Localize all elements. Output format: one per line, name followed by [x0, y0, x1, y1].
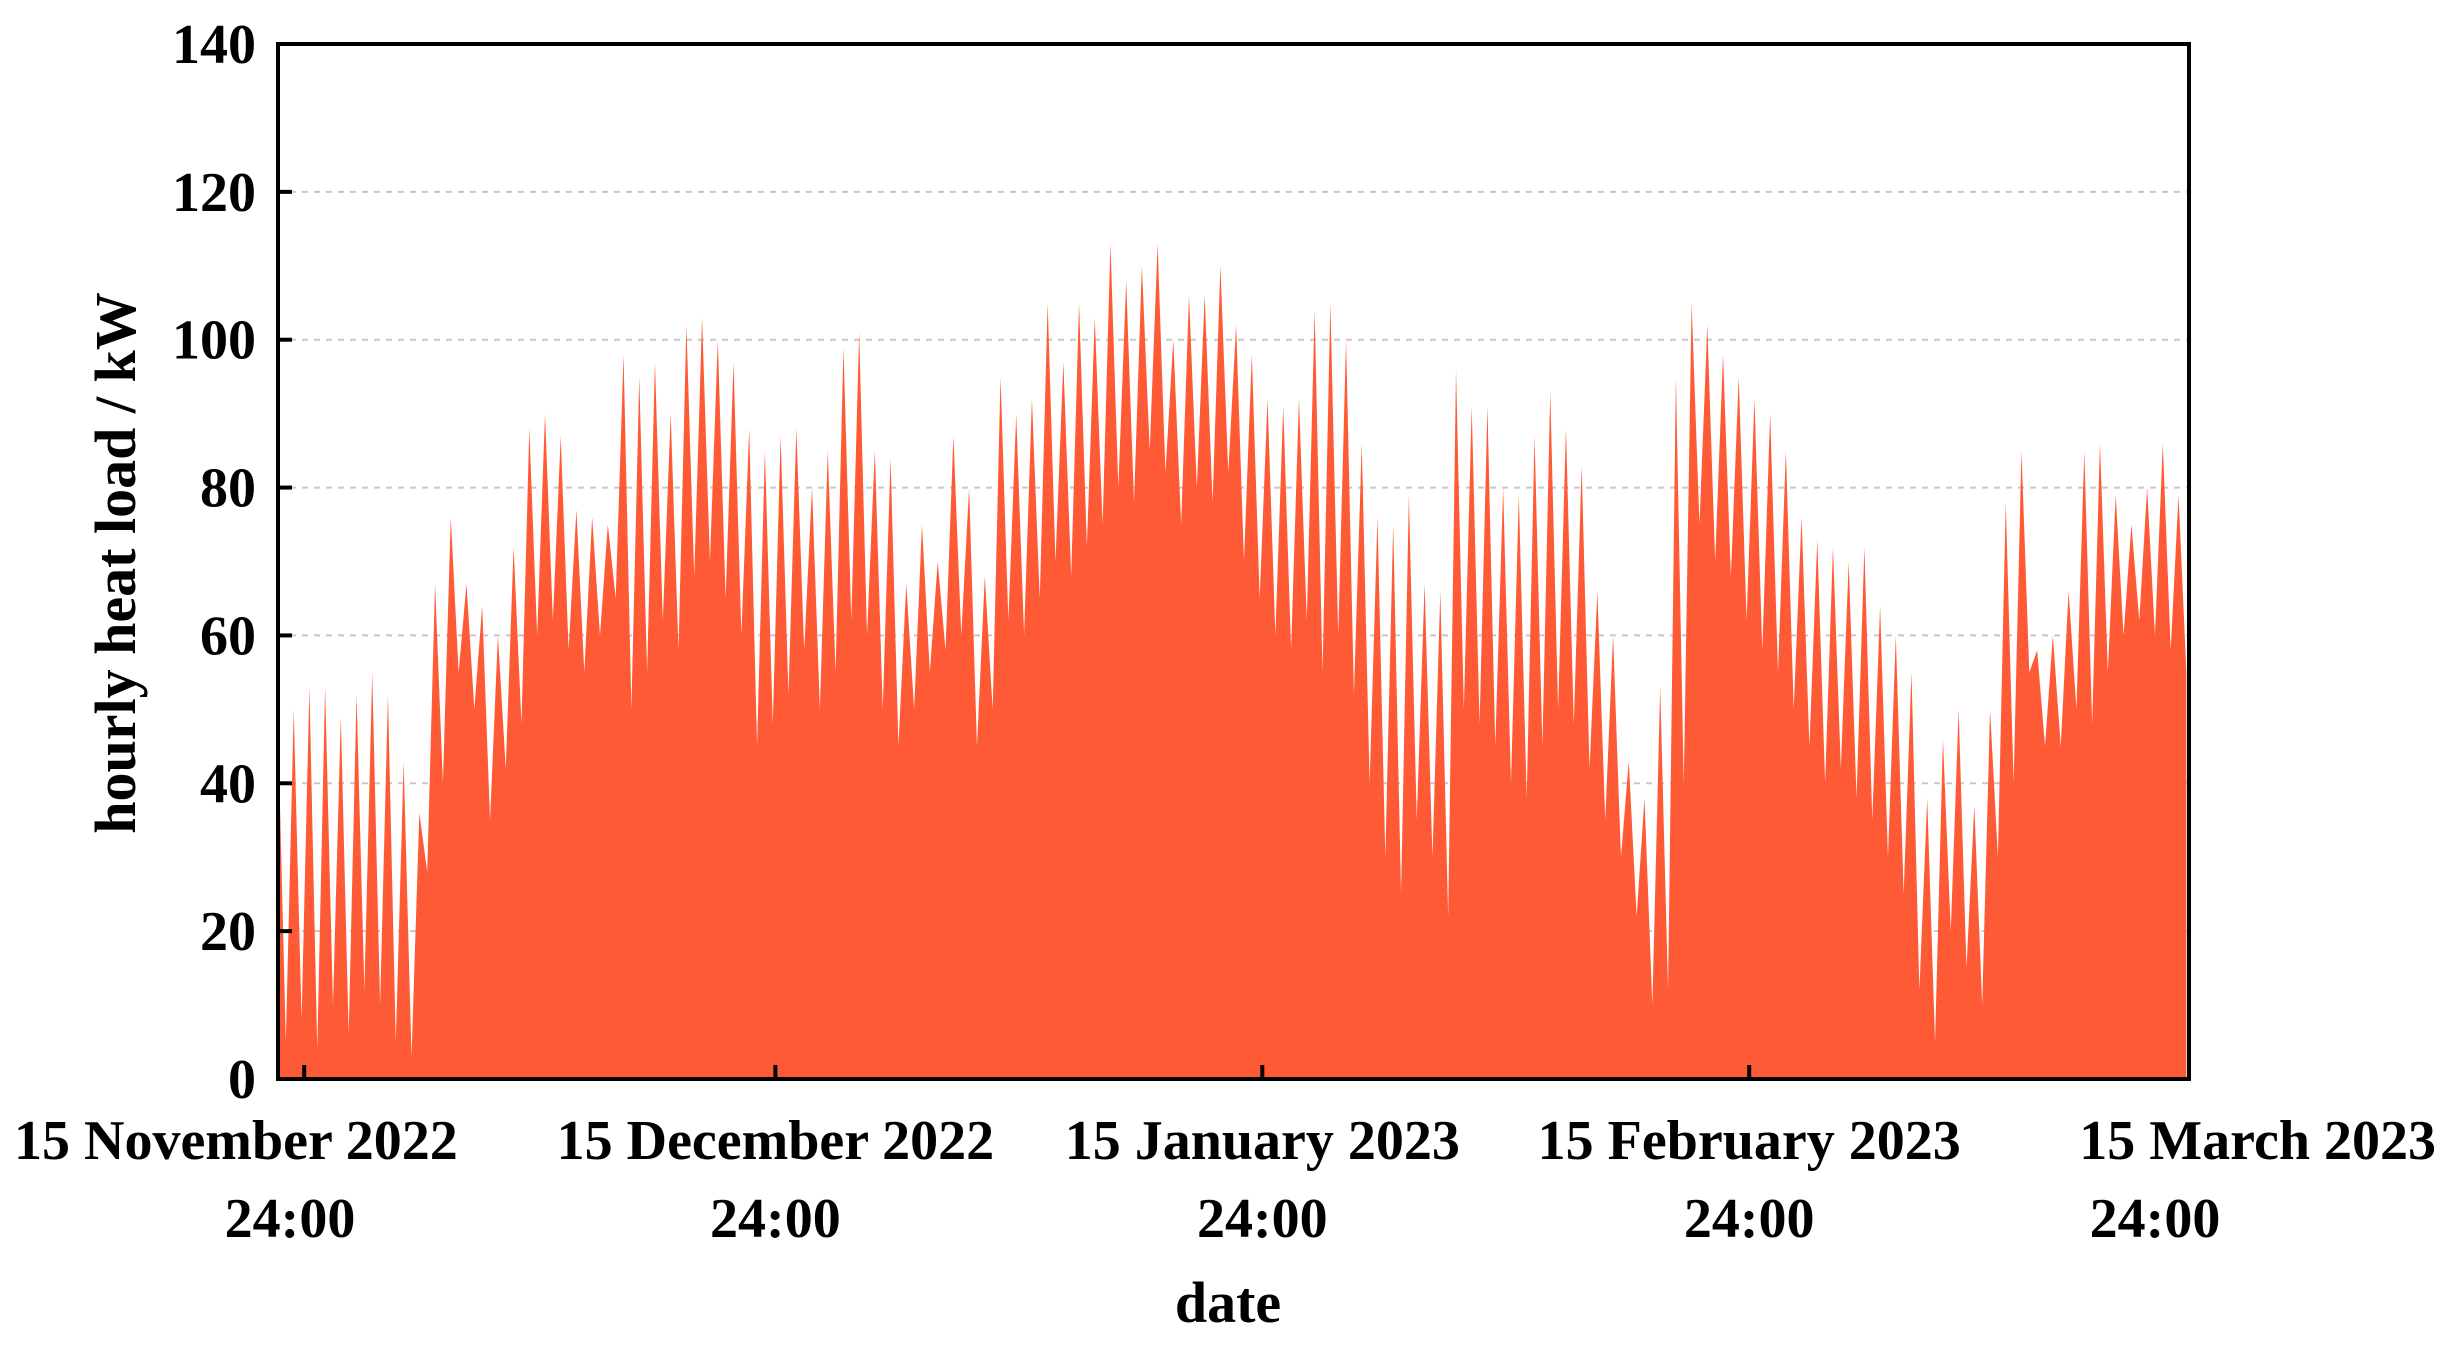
- y-tick-label: 120: [172, 162, 256, 224]
- y-tick-label: 40: [200, 753, 256, 815]
- area: [278, 243, 2187, 1080]
- x-tick-label: 15 November 2022: [14, 1110, 458, 1172]
- y-tick-label: 0: [228, 1049, 256, 1111]
- plot-frame: [276, 42, 2191, 1081]
- x-tick-label: 24:00: [1197, 1188, 1328, 1250]
- y-axis-title: hourly heat load / kW: [83, 292, 148, 833]
- x-tick-label: 24:00: [710, 1188, 841, 1250]
- y-tick-label: 140: [172, 14, 256, 76]
- y-tick-label: 60: [200, 605, 256, 667]
- x-tick-label: 24:00: [225, 1188, 356, 1250]
- x-tick-label: 24:00: [2090, 1188, 2221, 1250]
- y-tick-label: 20: [200, 901, 256, 963]
- x-tick-label: 15 January 2023: [1065, 1110, 1460, 1172]
- x-tick-label: 24:00: [1684, 1188, 1815, 1250]
- x-tick-label: 15 March 2023: [2079, 1110, 2436, 1172]
- y-tick-label: 80: [200, 458, 256, 520]
- x-tick-label: 15 December 2022: [557, 1110, 995, 1172]
- x-tick-label: 15 February 2023: [1538, 1110, 1961, 1172]
- x-axis-title: date: [1175, 1270, 1281, 1335]
- y-tick-label: 100: [172, 310, 256, 372]
